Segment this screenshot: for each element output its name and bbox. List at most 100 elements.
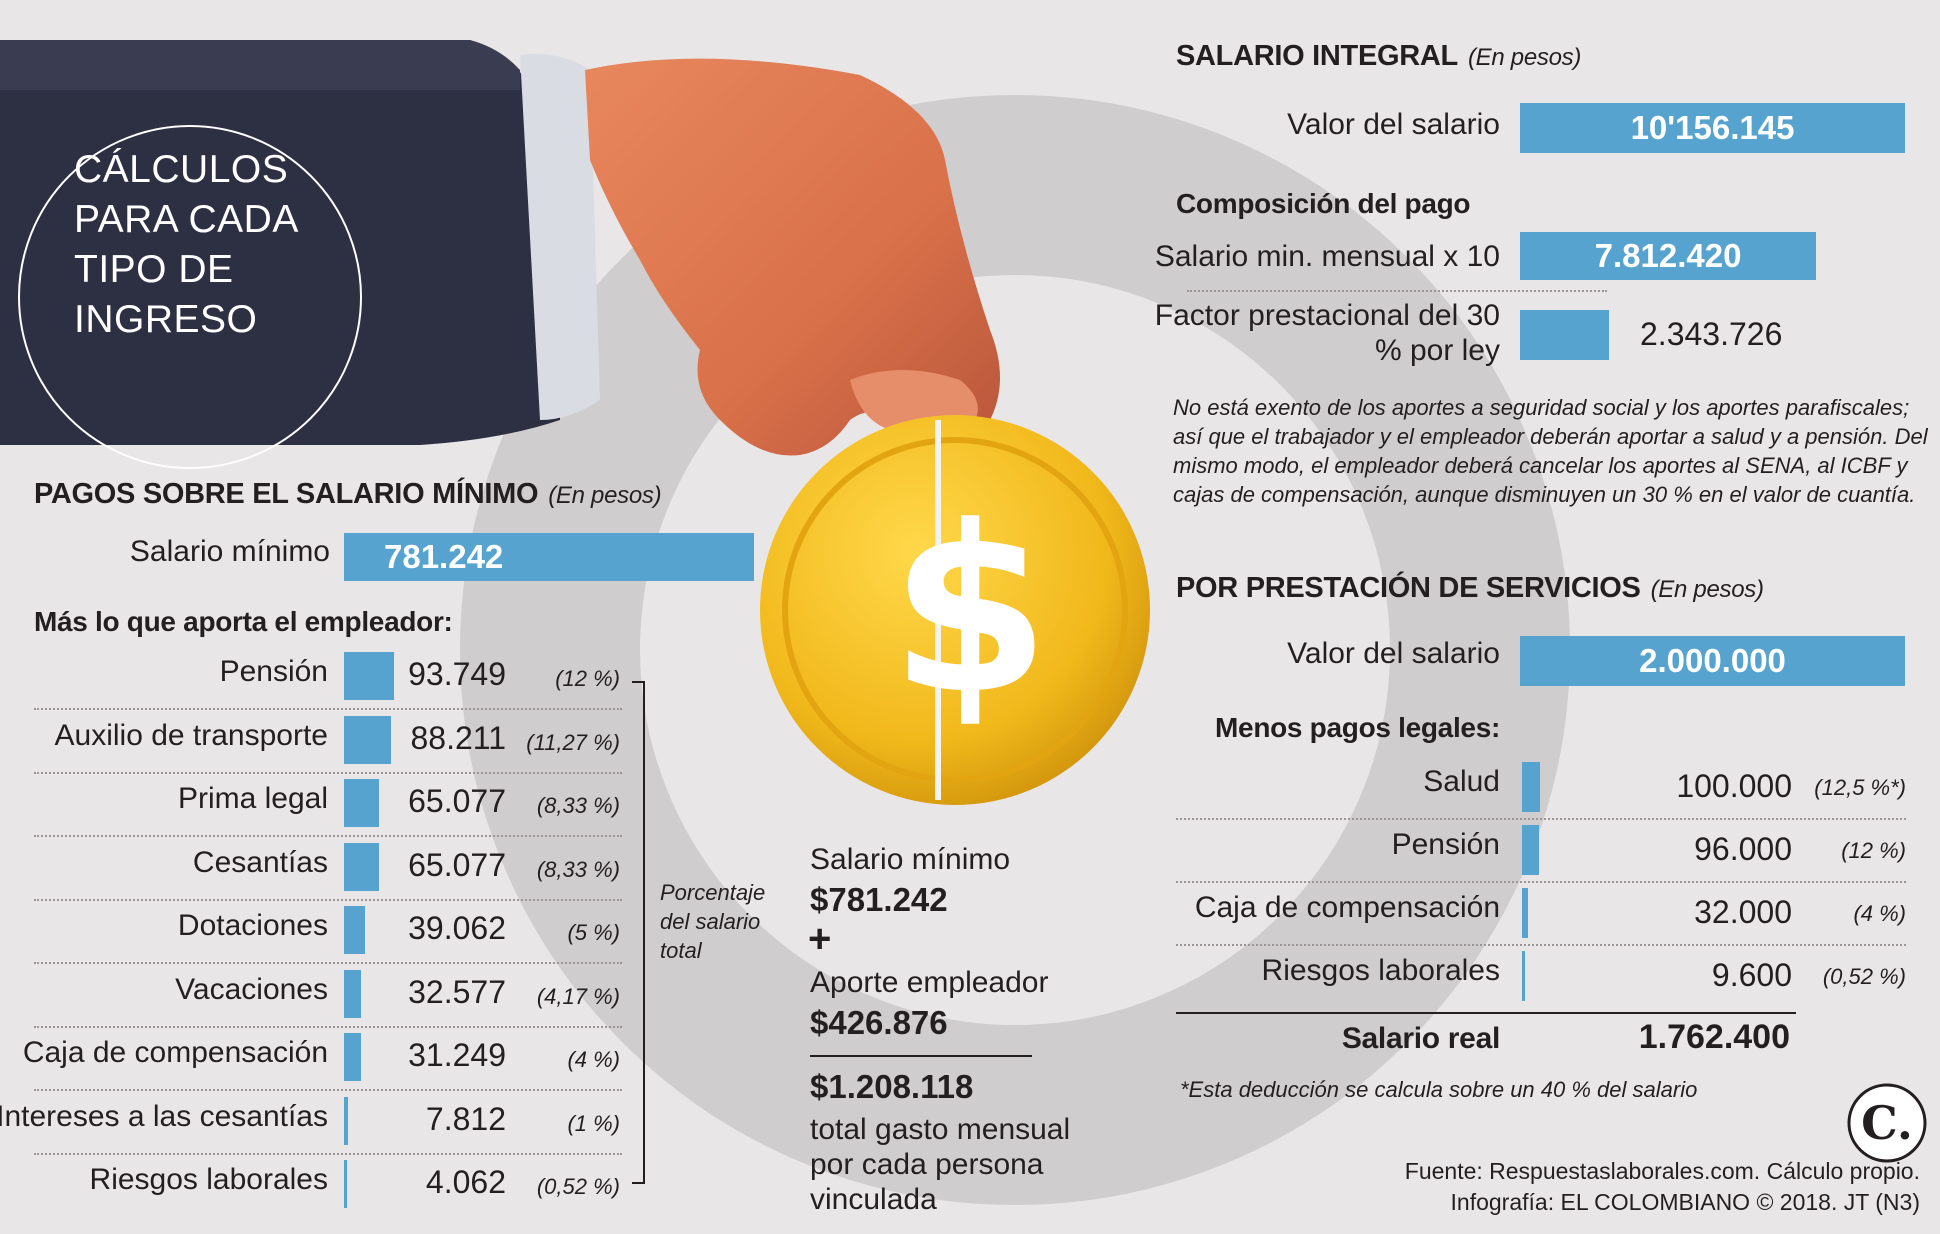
base-label: Salario mínimo [129, 535, 330, 568]
base-bar-value: 781.242 [384, 538, 504, 575]
base-bar-value: 10'156.145 [1630, 109, 1795, 146]
deduction-bar [1522, 888, 1528, 938]
summary-min-wage-label: Salario mínimo [810, 843, 1011, 876]
services-section-title: POR PRESTACIÓN DE SERVICIOS (En pesos) [1176, 572, 1764, 605]
contribution-bar [344, 1096, 349, 1145]
services-footnote: *Esta deducción se calcula sobre un 40 %… [1180, 1077, 1698, 1102]
contribution-bar [344, 779, 379, 827]
summary-divider [810, 1055, 1032, 1057]
svg-text:C.: C. [1861, 1096, 1913, 1150]
summary-desc-line: por cada persona [810, 1148, 1044, 1181]
deduction-label: Riesgos laborales [1261, 954, 1500, 987]
base-bar: 781.242 [344, 533, 754, 581]
deduction-value: 100.000 [1676, 768, 1792, 804]
contribution-bar [344, 715, 392, 764]
summary-employer-label: Aporte empleador [810, 966, 1049, 999]
infographic-credit: Infografía: EL COLOMBIANO © 2018. JT (N3… [1450, 1189, 1920, 1215]
contribution-percent: (5 %) [567, 920, 620, 945]
row-divider [1176, 881, 1906, 883]
deduction-bar [1522, 762, 1540, 812]
integral-row-label: Factor prestacional del 30 % por ley [1154, 299, 1500, 367]
contribution-percent: (0,52 %) [536, 1174, 620, 1199]
contribution-bar [344, 969, 362, 1018]
row-divider [34, 1025, 622, 1028]
row-divider [1187, 290, 1607, 292]
contribution-percent: (8,33 %) [536, 793, 620, 818]
contribution-label: Auxilio de transporte [54, 718, 329, 752]
section-title-text: SALARIO INTEGRAL [1176, 40, 1458, 72]
row-divider [1176, 944, 1906, 946]
summary-desc-line: total gasto mensual [810, 1113, 1071, 1146]
deduction-value: 32.000 [1694, 894, 1792, 930]
contribution-value: 93.749 [408, 656, 506, 692]
total-divider [1176, 1012, 1796, 1014]
base-bar-value: 2.000.000 [1639, 642, 1786, 679]
source-credit: Fuente: Respuestaslaborales.com. Cálculo… [1404, 1158, 1920, 1184]
deduction-percent: (12,5 %*) [1814, 775, 1906, 800]
contribution-label: Caja de compensación [22, 1036, 328, 1069]
minimum-wage-section-title: PAGOS SOBRE EL SALARIO MÍNIMO (En pesos) [34, 478, 662, 511]
integral-row-bar: 7.812.420 [1520, 232, 1817, 280]
contribution-label: Dotaciones [177, 909, 328, 942]
summary-total: $1.208.118 [810, 1068, 974, 1105]
contribution-percent: (11,27 %) [526, 729, 620, 755]
deduction-bar [1522, 951, 1525, 1001]
integral-row-value: 7.812.420 [1594, 237, 1742, 274]
row-divider [34, 962, 622, 964]
contribution-value: 65.077 [408, 846, 506, 883]
row-divider [34, 708, 622, 710]
title-line: TIPO DE [74, 248, 234, 291]
summary-plus: + [808, 917, 832, 961]
net-salary-value: 1.762.400 [1638, 1018, 1790, 1056]
page-title: CÁLCULOS PARA CADA TIPO DE INGRESO [74, 145, 334, 345]
contribution-bar [344, 1033, 361, 1081]
integral-note: No está exento de los aportes a segurida… [1173, 395, 1928, 507]
title-line: PARA CADA [74, 198, 299, 241]
contribution-value: 4.062 [425, 1164, 506, 1200]
summary-description: total gasto mensual por cada persona vin… [810, 1112, 1070, 1217]
section-title-text: POR PRESTACIÓN DE SERVICIOS [1176, 572, 1641, 604]
contribution-percent: (12 %) [555, 666, 620, 691]
base-label: Valor del salario [1287, 637, 1500, 670]
base-bar: 2.000.000 [1520, 636, 1905, 686]
contribution-bar [344, 842, 379, 891]
deduction-label: Pensión [1391, 828, 1500, 861]
contribution-label: Vacaciones [175, 972, 328, 1006]
composition-subtitle: Composición del pago [1176, 188, 1471, 219]
deduction-label: Caja de compensación [1194, 891, 1500, 924]
contribution-label: Intereses a las cesantías [0, 1099, 328, 1133]
summary-desc-line: vinculada [810, 1183, 937, 1216]
contribution-value: 31.249 [408, 1037, 506, 1073]
contribution-label: Riesgos laborales [89, 1163, 328, 1196]
row-divider [34, 835, 622, 837]
contribution-bar [344, 1160, 347, 1208]
contribution-percent: (4,17 %) [536, 983, 620, 1009]
coin: $ [760, 415, 1150, 805]
contribution-percent: (1 %) [567, 1110, 620, 1136]
section-unit: (En pesos) [548, 482, 662, 509]
integral-salary-section-title: SALARIO INTEGRAL (En pesos) [1176, 40, 1581, 73]
row-divider [34, 1089, 622, 1091]
contribution-value: 7.812 [425, 1100, 506, 1137]
contribution-percent: (8,33 %) [536, 856, 620, 882]
employer-subtitle: Más lo que aporta el empleador: [34, 606, 453, 637]
section-title-text: PAGOS SOBRE EL SALARIO MÍNIMO [34, 478, 539, 510]
deductions-subtitle: Menos pagos legales: [1215, 712, 1500, 743]
contribution-bar [344, 652, 394, 700]
contribution-percent: (4 %) [567, 1047, 620, 1072]
deduction-value: 9.600 [1711, 957, 1792, 993]
row-divider [1176, 818, 1906, 820]
deduction-percent: (0,52 %) [1822, 964, 1906, 989]
contribution-label: Cesantías [192, 845, 328, 879]
deduction-percent: (12 %) [1841, 838, 1906, 863]
hand [585, 58, 1000, 456]
row-divider [34, 898, 622, 901]
net-salary-label: Salario real [1341, 1022, 1500, 1055]
contribution-bar [344, 906, 365, 954]
title-line: CÁLCULOS [74, 148, 289, 191]
section-unit: (En pesos) [1650, 576, 1764, 603]
logo-watermark [460, 95, 1570, 1205]
deduction-bar [1522, 825, 1540, 875]
title-circle [18, 125, 362, 469]
